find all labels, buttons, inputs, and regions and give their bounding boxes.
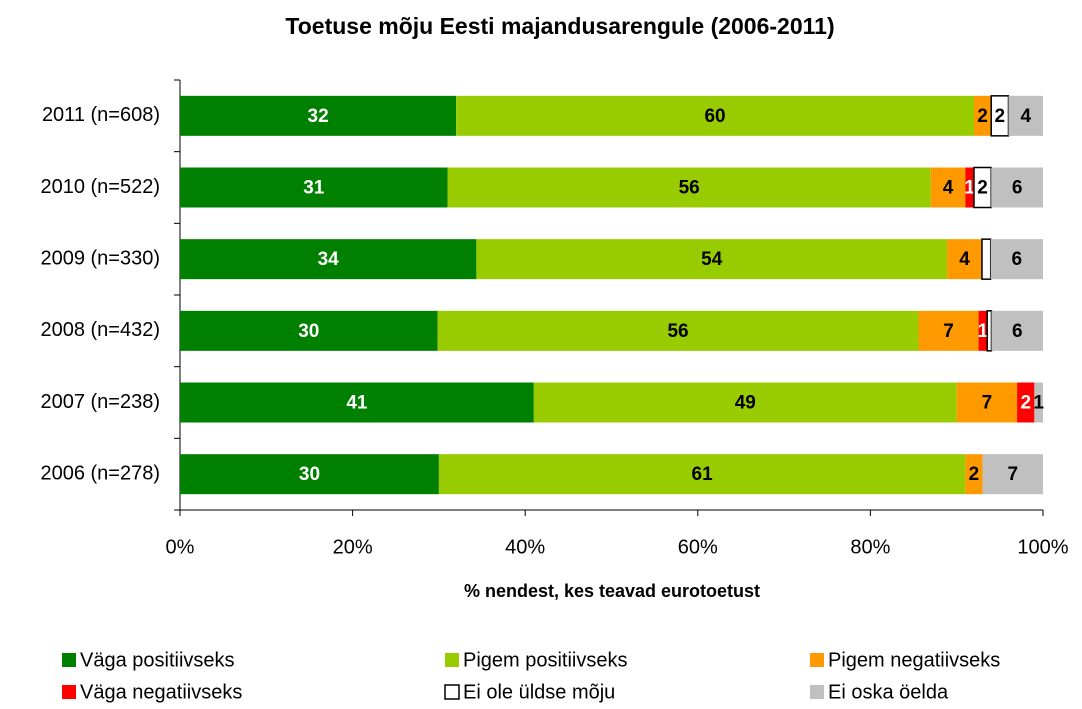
value-label: 4 [959,249,970,270]
legend-label: Pigem negatiivseks [828,649,1000,671]
bar-segment [973,95,992,136]
value-label: 54 [701,249,723,270]
bar-segment [180,382,534,423]
x-tick-label: 0% [166,536,195,558]
bar-segment [437,310,919,351]
bar-segment [978,310,988,351]
bar-segment [476,239,948,280]
bar-segment [1034,382,1043,423]
bar-segment [947,239,982,280]
bar-segment [438,454,966,495]
legend-label: Pigem positiivseks [463,649,628,671]
legend-label: Väga negatiivseks [80,681,242,703]
value-label: 41 [346,393,368,414]
y-tick-label: 2006 (n=278) [40,462,160,484]
value-label: 2 [995,106,1006,127]
legend-swatch [445,653,459,667]
bar-segment [180,95,457,136]
value-label: 4 [1020,106,1031,127]
value-label: 30 [299,464,320,485]
bar-segment [981,238,992,280]
x-tick-label: 100% [1017,536,1068,558]
bar-segment [180,167,448,208]
legend-swatch [444,684,460,700]
value-label: 6 [1012,249,1023,270]
bar-segment [990,239,1043,280]
value-label: 6 [1012,178,1023,199]
value-label: 7 [943,321,954,342]
bar-segment [982,454,1043,495]
value-label: 56 [679,178,700,199]
legend-swatch [810,685,824,699]
value-label: 6 [1012,321,1023,342]
legend-swatch [810,653,824,667]
value-label: 1 [978,321,989,342]
value-label: 2 [969,464,980,485]
value-label: 60 [704,106,725,127]
y-tick-label: 2008 (n=432) [40,319,160,341]
bar-segment [956,382,1018,423]
bar-segment [991,167,1043,208]
value-label: 61 [692,464,714,485]
value-label: 31 [303,178,325,199]
value-label: 2 [977,178,988,199]
y-tick-label: 2009 (n=330) [40,247,160,269]
bar-segment [180,454,439,495]
bar-segment [533,382,957,423]
bar-segment [456,95,974,136]
bar-segment [991,310,1043,351]
value-label: 2 [1020,393,1031,414]
x-axis-title: % nendest, kes teavad eurotoetust [464,581,760,601]
value-label: 34 [318,249,340,270]
legend-label: Ei oska öelda [828,681,949,703]
value-label: 49 [735,393,756,414]
bar-segment [1017,382,1035,423]
x-tick-label: 40% [505,536,545,558]
value-label: 56 [667,321,688,342]
bar-segment [986,310,993,352]
chart-title: Toetuse mõju Eesti majandusarengule (200… [285,13,834,39]
value-label: 32 [308,106,329,127]
x-tick-label: 80% [850,536,890,558]
y-tick-label: 2010 (n=522) [40,176,160,198]
value-label: 2 [977,106,988,127]
x-tick-label: 60% [678,536,718,558]
value-label: 1 [1033,393,1044,414]
y-tick-label: 2011 (n=608) [42,104,160,126]
legend-label: Väga positiivseks [80,649,235,671]
x-tick-label: 20% [333,536,373,558]
value-label: 7 [1008,464,1019,485]
legend-swatch [62,653,76,667]
bar-segment [180,310,438,351]
bar-segment [447,167,931,208]
value-label: 30 [298,321,319,342]
bar-segment [180,239,477,280]
bar-segment [965,167,974,208]
bar-segment [918,310,979,351]
legend-swatch [62,685,76,699]
value-label: 7 [982,393,993,414]
bar-segment [930,167,966,208]
value-label: 4 [943,178,954,199]
legend-label: Ei ole üldse mõju [463,681,615,703]
bar-segment [965,454,983,495]
bar-segment [1008,95,1043,136]
value-label: 1 [964,178,975,199]
y-tick-label: 2007 (n=238) [40,391,160,413]
